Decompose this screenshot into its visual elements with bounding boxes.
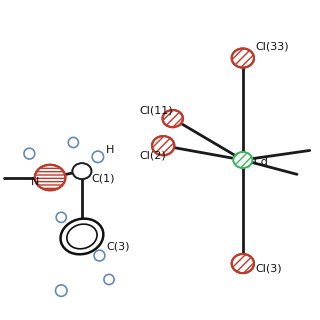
Circle shape: [68, 137, 78, 148]
Ellipse shape: [163, 110, 183, 127]
Ellipse shape: [152, 136, 174, 155]
Ellipse shape: [60, 219, 103, 254]
Circle shape: [55, 285, 67, 296]
Text: Cd: Cd: [253, 156, 268, 167]
Ellipse shape: [72, 163, 92, 179]
Circle shape: [104, 274, 114, 284]
Text: Cl(2): Cl(2): [139, 150, 166, 160]
Circle shape: [56, 212, 66, 222]
Ellipse shape: [232, 49, 254, 68]
Ellipse shape: [35, 165, 65, 190]
Circle shape: [94, 250, 105, 261]
Circle shape: [92, 151, 104, 163]
Text: C(3): C(3): [107, 241, 130, 251]
Text: Cl(11): Cl(11): [139, 106, 173, 116]
Text: Cl(33): Cl(33): [255, 42, 289, 52]
Text: C(1): C(1): [92, 173, 115, 183]
Circle shape: [24, 148, 35, 159]
Text: N: N: [31, 177, 39, 187]
Text: H: H: [106, 146, 114, 156]
Text: Cl(3): Cl(3): [255, 263, 282, 273]
Ellipse shape: [232, 254, 254, 273]
Ellipse shape: [67, 224, 97, 249]
Ellipse shape: [233, 152, 252, 168]
